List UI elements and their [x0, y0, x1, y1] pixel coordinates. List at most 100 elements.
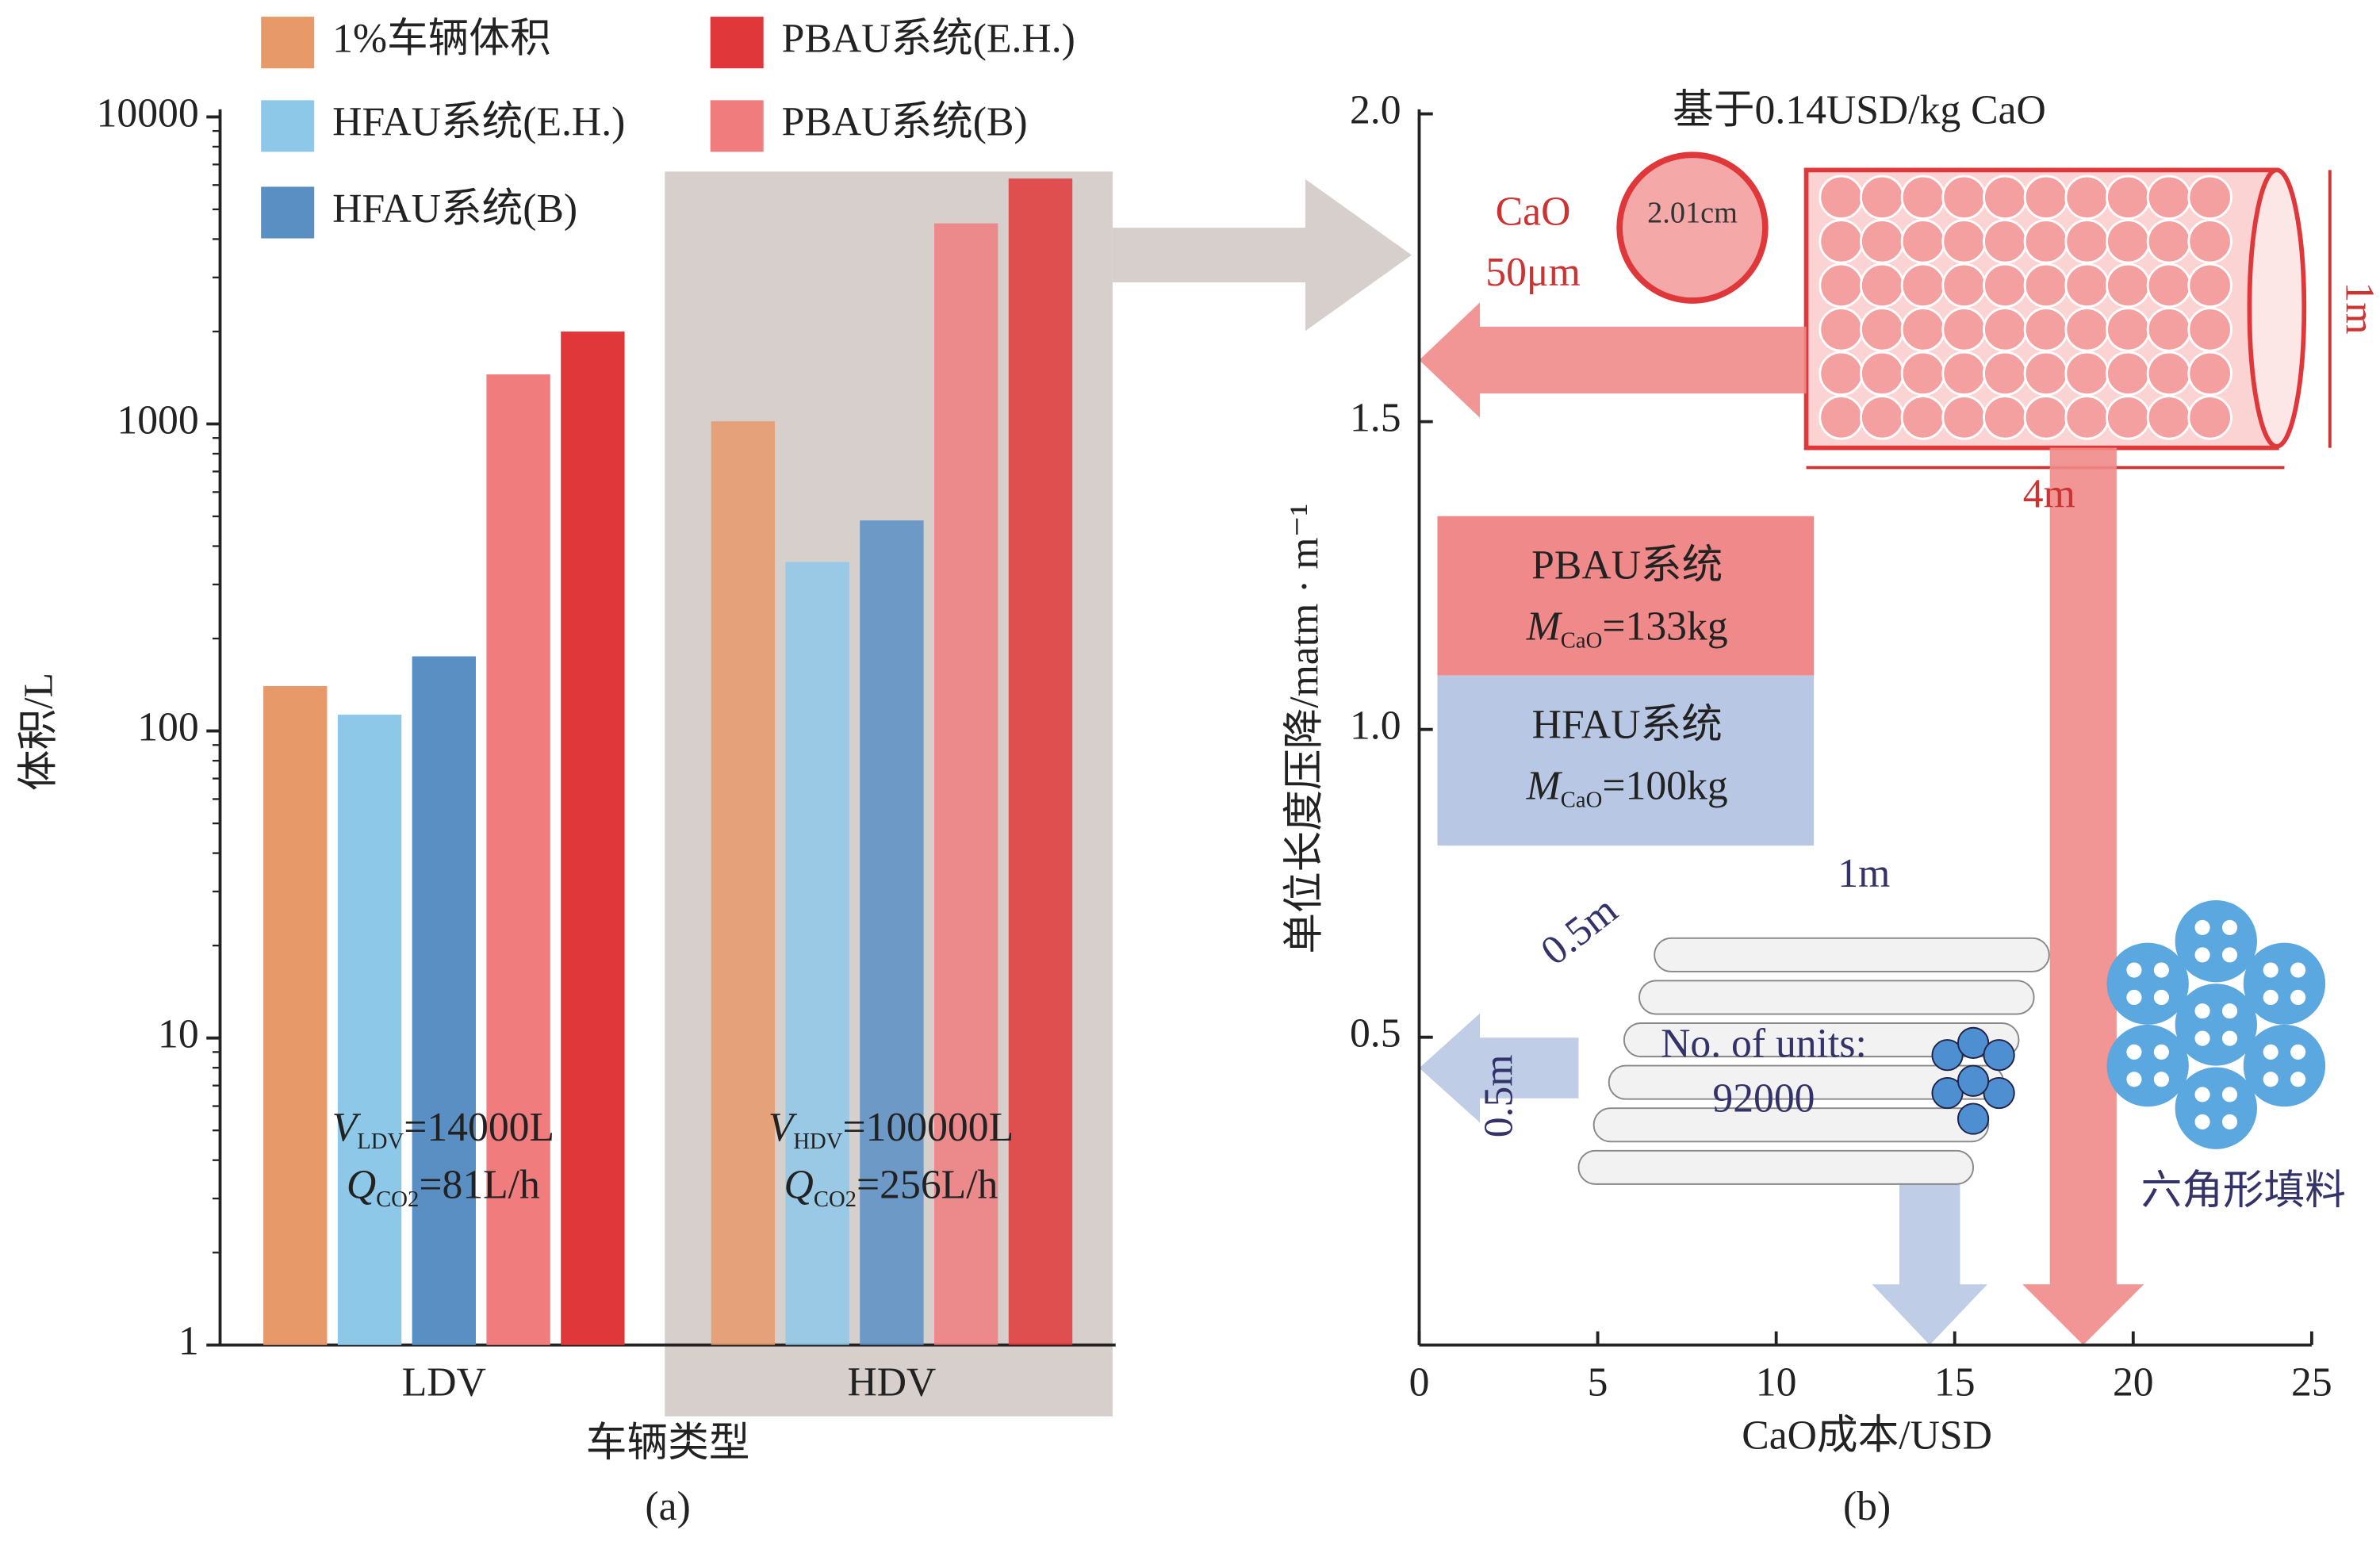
- hole: [2290, 989, 2306, 1006]
- legend-swatch: [261, 17, 315, 69]
- bar: [860, 520, 924, 1345]
- hole: [2221, 1087, 2238, 1102]
- legend-label: HFAU系统: [1532, 703, 1723, 748]
- particle: [1983, 174, 2028, 220]
- y-tick-label: 1000: [117, 397, 198, 443]
- particle: [1941, 395, 1987, 440]
- legend-label: 1%车辆体积: [332, 16, 550, 61]
- hole: [2194, 1087, 2210, 1102]
- particle: [1983, 263, 2028, 309]
- v-arrow: [1872, 1183, 1987, 1345]
- particle: [1900, 174, 1946, 220]
- cylinder-end: [2247, 167, 2307, 449]
- x-axis-label: 车辆类型: [586, 1421, 750, 1466]
- h-arrow: [1419, 1013, 1579, 1123]
- x-tick-label: 20: [2113, 1359, 2154, 1405]
- hole: [2153, 1044, 2169, 1060]
- particle: [2106, 351, 2151, 397]
- particle: [2146, 263, 2192, 309]
- legend-label: PBAU系统: [1531, 543, 1723, 589]
- hex-unit: [2175, 1067, 2257, 1149]
- subscript: LDV: [357, 1129, 404, 1154]
- bar: [486, 374, 550, 1345]
- annotation: 0.5m: [1533, 888, 1627, 974]
- y-tick-label: 1.5: [1350, 395, 1401, 440]
- tube: [1577, 1149, 1975, 1185]
- x-tick-label: 15: [1934, 1359, 1976, 1405]
- bar: [561, 331, 625, 1345]
- hole: [2153, 1072, 2169, 1087]
- annotation-part: =133kg: [1602, 604, 1727, 649]
- annotation: 2.01cm: [1647, 197, 1738, 230]
- annotation: CaO: [1496, 190, 1571, 235]
- particle: [2187, 174, 2232, 220]
- caption: (a): [645, 1484, 690, 1529]
- x-tick-label: 5: [1588, 1359, 1608, 1405]
- hole: [2194, 947, 2210, 963]
- hole: [2263, 962, 2278, 978]
- hole: [2221, 1003, 2238, 1019]
- particle: [2064, 351, 2110, 397]
- legend-label: PBAU系统(E.H.): [782, 16, 1075, 61]
- unit: [1983, 1076, 2015, 1110]
- hole: [2290, 1072, 2306, 1087]
- particle: [2023, 395, 2069, 440]
- annotation: 4m: [2023, 472, 2075, 517]
- annotation: 1m: [2337, 282, 2380, 335]
- x-axis-label: CaO成本/USD: [1742, 1413, 1992, 1458]
- hole: [2194, 1114, 2210, 1129]
- hole: [2153, 989, 2169, 1006]
- legend-label: HFAU系统(E.H.): [332, 100, 625, 145]
- bar: [711, 421, 776, 1345]
- particle: [2106, 174, 2151, 220]
- subscript: CO2: [814, 1187, 857, 1212]
- hole: [2221, 919, 2238, 936]
- particle: [2023, 307, 2069, 352]
- particle: [1819, 174, 1864, 220]
- particle: [2023, 351, 2069, 397]
- legend-swatch: [261, 186, 315, 239]
- particle: [2146, 174, 2192, 220]
- legend-box: [1437, 516, 1815, 676]
- h-arrow: [1419, 302, 1807, 418]
- annotation: MCaO=133kg: [1526, 604, 1728, 653]
- particle: [1941, 263, 1987, 309]
- annotation: No. of units:: [1661, 1021, 1867, 1066]
- hole: [2221, 947, 2238, 963]
- particle: [1900, 219, 1946, 264]
- x-tick-label: HDV: [847, 1359, 936, 1405]
- annotation-part: =14000L: [404, 1105, 554, 1150]
- particle: [2106, 219, 2151, 264]
- particle: [2187, 307, 2232, 352]
- particle: [1860, 219, 1905, 264]
- hole: [2194, 1003, 2210, 1019]
- particle: [2064, 174, 2110, 220]
- annotation: QCO2=81L/h: [347, 1162, 540, 1211]
- tube: [1638, 980, 2035, 1015]
- annotation: QCO2=256L/h: [784, 1162, 998, 1211]
- particle: [1900, 263, 1946, 309]
- particle: [1860, 263, 1905, 309]
- zoom-circle: [1616, 151, 1769, 304]
- legend-swatch: [710, 100, 764, 152]
- hex-unit: [2175, 899, 2257, 983]
- annotation: 1m: [1838, 851, 1890, 896]
- y-tick-label: 100: [137, 704, 198, 750]
- particle: [2106, 395, 2151, 440]
- y-tick-label: 2.0: [1350, 87, 1401, 132]
- annotation-part: Q: [784, 1162, 814, 1207]
- caption: (b): [1843, 1484, 1891, 1529]
- particle: [1941, 174, 1987, 220]
- tube: [1623, 1022, 2020, 1058]
- unit: [1957, 1026, 1990, 1059]
- y-tick-label: 10000: [97, 90, 199, 136]
- bar: [1008, 178, 1073, 1345]
- hole: [2221, 1030, 2238, 1046]
- x-tick-label: 0: [1409, 1359, 1430, 1405]
- annotation-part: Q: [347, 1162, 376, 1207]
- particle: [1900, 307, 1946, 352]
- annotation: MCaO=100kg: [1526, 763, 1728, 812]
- legend-label: HFAU系统(B): [332, 186, 577, 232]
- particle: [2023, 263, 2069, 309]
